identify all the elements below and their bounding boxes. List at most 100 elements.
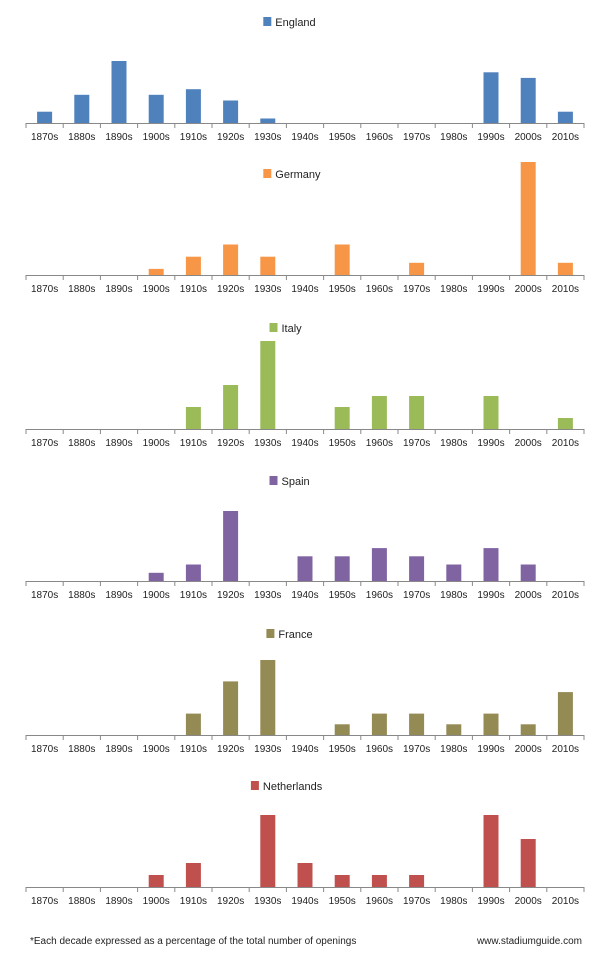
legend-swatch xyxy=(269,323,278,332)
tick-label: 2000s xyxy=(515,438,542,449)
bar-1930s xyxy=(260,660,276,735)
bar-2000s xyxy=(520,839,536,887)
bar-1960s xyxy=(371,713,387,735)
legend-swatch xyxy=(250,781,259,790)
tick-label: 1940s xyxy=(291,896,318,907)
tick-label: 1900s xyxy=(143,896,170,907)
tick-label: 1880s xyxy=(68,438,95,449)
tick-label: 2000s xyxy=(515,284,542,295)
bar-1930s xyxy=(260,341,276,429)
tick-label: 1980s xyxy=(440,284,467,295)
tick-label: 1970s xyxy=(403,896,430,907)
tick-label: 1920s xyxy=(217,744,244,755)
tick-label: 1950s xyxy=(329,744,356,755)
tick-label: 1920s xyxy=(217,284,244,295)
tick-label: 1950s xyxy=(329,896,356,907)
tick-label: 1940s xyxy=(291,132,318,143)
tick-label: 1890s xyxy=(105,590,132,601)
bar-1970s xyxy=(409,262,425,275)
tick-label: 1930s xyxy=(254,284,281,295)
bar-2010s xyxy=(557,262,573,275)
tick-label: 1910s xyxy=(180,132,207,143)
tick-label: 1920s xyxy=(217,438,244,449)
tick-label: 1900s xyxy=(143,284,170,295)
tick-label: 1990s xyxy=(477,896,504,907)
tick-label: 1890s xyxy=(105,284,132,295)
tick-label: 1990s xyxy=(477,132,504,143)
tick-label: 1940s xyxy=(291,590,318,601)
tick-label: 1910s xyxy=(180,284,207,295)
bar-1930s xyxy=(260,256,276,275)
bar-2010s xyxy=(557,418,573,429)
tick-label: 1870s xyxy=(31,744,58,755)
bar-1910s xyxy=(185,89,201,123)
tick-label: 1910s xyxy=(180,896,207,907)
legend-label: England xyxy=(275,17,315,29)
tick-label: 1990s xyxy=(477,438,504,449)
bar-1990s xyxy=(483,396,499,429)
bar-1890s xyxy=(111,61,127,123)
tick-label: 1970s xyxy=(403,284,430,295)
bar-1910s xyxy=(185,863,201,887)
legend-swatch xyxy=(269,476,278,485)
bar-2010s xyxy=(557,692,573,735)
tick-label: 1950s xyxy=(329,590,356,601)
bar-1990s xyxy=(483,815,499,887)
bar-1990s xyxy=(483,548,499,581)
tick-label: 1970s xyxy=(403,438,430,449)
tick-label: 1960s xyxy=(366,744,393,755)
bar-2000s xyxy=(520,77,536,123)
tick-label: 1930s xyxy=(254,132,281,143)
tick-label: 1940s xyxy=(291,284,318,295)
bar-1980s xyxy=(446,564,462,581)
bar-1900s xyxy=(148,572,164,581)
bar-1920s xyxy=(223,385,239,429)
tick-label: 1910s xyxy=(180,438,207,449)
bar-1920s xyxy=(223,511,239,581)
legend-label: Germany xyxy=(275,169,321,181)
tick-label: 1980s xyxy=(440,896,467,907)
tick-label: 1870s xyxy=(31,590,58,601)
tick-label: 2010s xyxy=(552,132,579,143)
tick-label: 1870s xyxy=(31,438,58,449)
tick-label: 2010s xyxy=(552,744,579,755)
tick-label: 1950s xyxy=(329,438,356,449)
source-credit: www.stadiumguide.com xyxy=(476,936,582,947)
bar-2000s xyxy=(520,724,536,735)
bar-1950s xyxy=(334,407,350,429)
tick-label: 1940s xyxy=(291,438,318,449)
bar-1900s xyxy=(148,268,164,275)
bar-1970s xyxy=(409,713,425,735)
tick-label: 1890s xyxy=(105,438,132,449)
bar-1920s xyxy=(223,681,239,735)
tick-label: 1920s xyxy=(217,132,244,143)
tick-label: 1940s xyxy=(291,744,318,755)
tick-label: 1870s xyxy=(31,896,58,907)
bar-1880s xyxy=(74,94,90,123)
bar-2000s xyxy=(520,564,536,581)
footnote: *Each decade expressed as a percentage o… xyxy=(30,936,357,947)
tick-label: 1980s xyxy=(440,132,467,143)
tick-label: 1910s xyxy=(180,590,207,601)
tick-label: 1900s xyxy=(143,438,170,449)
legend-label: Italy xyxy=(282,323,303,335)
bar-1930s xyxy=(260,815,276,887)
bar-1900s xyxy=(148,94,164,123)
tick-label: 1980s xyxy=(440,744,467,755)
tick-label: 2010s xyxy=(552,590,579,601)
bar-1970s xyxy=(409,875,425,887)
tick-label: 1960s xyxy=(366,284,393,295)
bar-1970s xyxy=(409,556,425,581)
bar-1920s xyxy=(223,100,239,123)
bar-1930s xyxy=(260,118,276,123)
tick-label: 2000s xyxy=(515,590,542,601)
tick-label: 2000s xyxy=(515,896,542,907)
tick-label: 1900s xyxy=(143,132,170,143)
legend-label: Spain xyxy=(282,476,310,488)
tick-label: 2010s xyxy=(552,284,579,295)
tick-label: 1900s xyxy=(143,744,170,755)
tick-label: 1950s xyxy=(329,284,356,295)
tick-label: 1890s xyxy=(105,132,132,143)
bar-1870s xyxy=(37,111,53,123)
legend-swatch xyxy=(266,629,275,638)
